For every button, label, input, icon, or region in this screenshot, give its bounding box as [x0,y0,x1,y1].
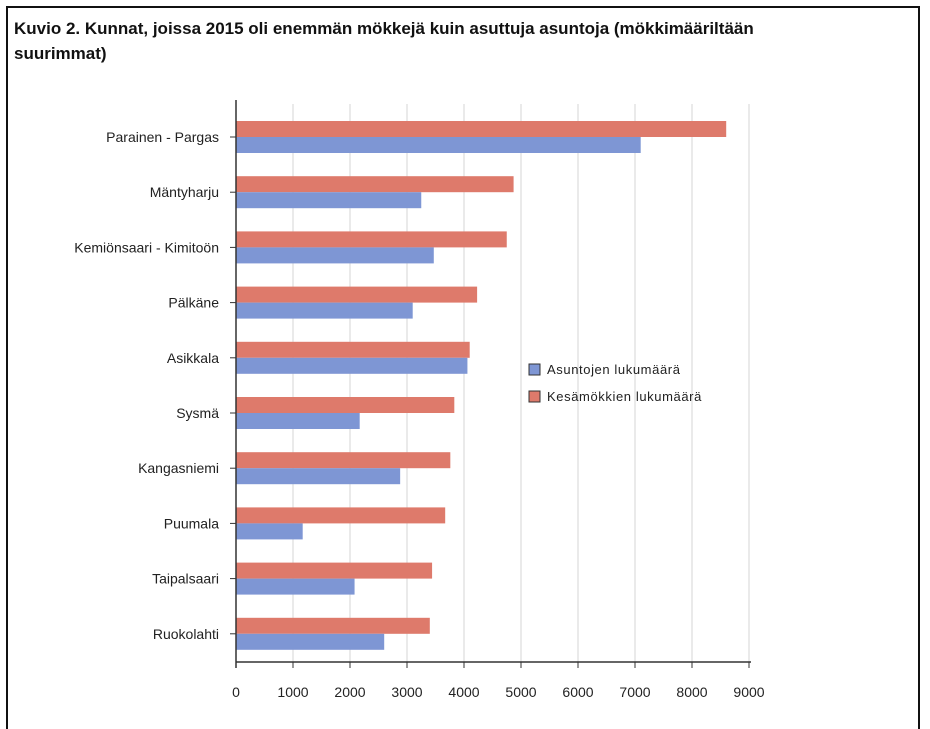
category-label: Puumala [164,515,219,531]
bar-kesamokit [236,231,507,248]
legend-label: Asuntojen lukumäärä [547,362,681,377]
x-tick-label: 8000 [676,684,707,700]
x-tick-label: 7000 [619,684,650,700]
x-tick-label: 5000 [505,684,536,700]
x-tick-label: 9000 [733,684,764,700]
bar-asunnot [236,578,355,595]
chart-frame [6,6,920,729]
bar-asunnot [236,302,413,319]
x-tick-label: 2000 [334,684,365,700]
category-label: Taipalsaari [152,571,219,587]
bar-kesamokit [236,397,455,413]
bar-kesamokit [236,507,446,524]
bar-asunnot [236,192,422,209]
category-label: Kangasniemi [138,460,219,476]
category-labels: Parainen - Pargas Mäntyharju Kemiönsaari -… [74,129,219,642]
legend-swatch [528,390,541,403]
bar-asunnot [236,413,360,429]
bar-asunnot [236,523,303,540]
chart-title: Kuvio 2. Kunnat, joissa 2015 oli enemmän… [14,19,754,63]
x-tick-label: 1000 [277,684,308,700]
legend: Asuntojen lukumäärä Kesämökkien lukumäärä [528,362,702,404]
x-tick-label: 0 [232,684,240,700]
bar-kesamokit [236,286,478,303]
category-label: Pälkäne [168,295,219,311]
bar-kesamokit [236,617,430,634]
bar-kesamokit [236,341,470,358]
bar-kesamokit [236,121,727,137]
category-label: Sysmä [176,405,219,421]
bar-kesamokit [236,452,451,469]
category-label: Kemiönsaari - Kimitoön [74,239,219,255]
bar-asunnot [236,247,434,264]
category-label: Asikkala [167,350,219,366]
bar-kesamokit [236,176,514,193]
bar-asunnot [236,468,401,485]
category-label: Parainen - Pargas [106,129,219,145]
category-label: Ruokolahti [153,626,219,642]
axes [230,100,751,668]
tick-labels: 0 1000 2000 3000 4000 5000 6000 7000 8000 9000 [232,684,765,700]
legend-label: Kesämökkien lukumäärä [547,389,702,404]
bar-asunnot [236,357,468,374]
x-tick-label: 6000 [562,684,593,700]
x-tick-label: 3000 [391,684,422,700]
bars [236,121,727,650]
x-tick-label: 4000 [448,684,479,700]
bar-asunnot [236,137,641,153]
bar-kesamokit [236,562,433,579]
category-label: Mäntyharju [150,184,219,200]
bar-asunnot [236,633,385,650]
legend-swatch [528,363,541,376]
